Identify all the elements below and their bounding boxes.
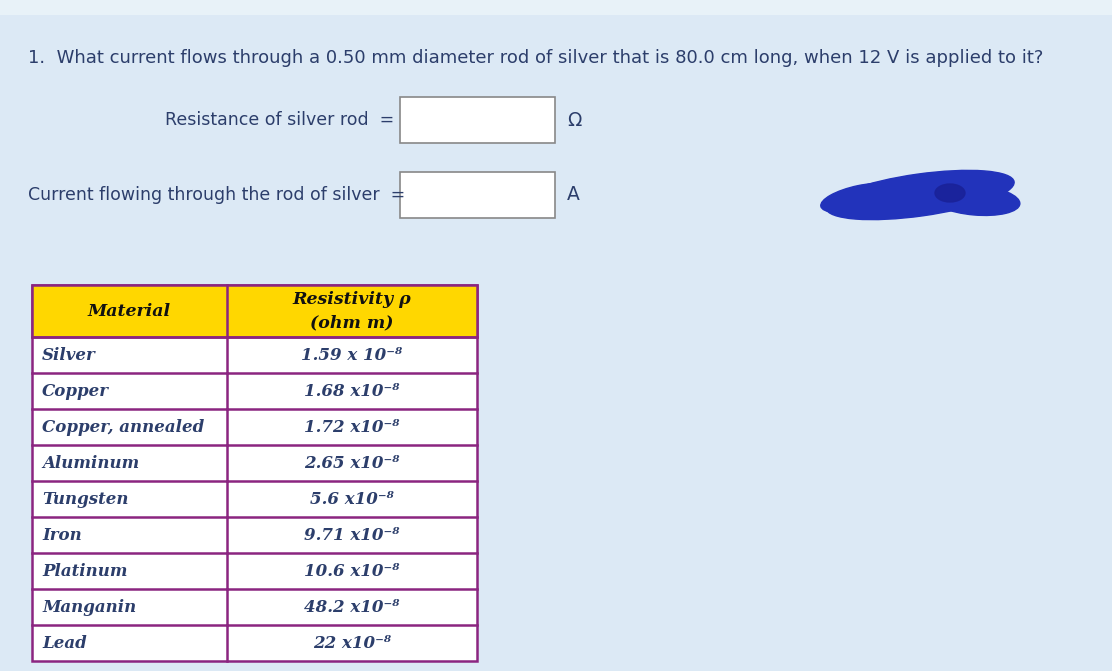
Text: Copper: Copper — [42, 382, 109, 399]
Text: 22 x10⁻⁸: 22 x10⁻⁸ — [312, 635, 391, 652]
Text: Platinum: Platinum — [42, 562, 128, 580]
Ellipse shape — [821, 183, 900, 213]
Bar — [227, 285, 477, 337]
Bar — [32, 285, 227, 337]
Bar — [0, 0, 1112, 15]
Text: Resistance of silver rod  =: Resistance of silver rod = — [165, 111, 395, 129]
Text: 1.  What current flows through a 0.50 mm diameter rod of silver that is 80.0 cm : 1. What current flows through a 0.50 mm … — [28, 49, 1043, 67]
Text: 5.6 x10⁻⁸: 5.6 x10⁻⁸ — [310, 491, 394, 507]
Ellipse shape — [935, 184, 965, 202]
Text: Material: Material — [88, 303, 171, 319]
Text: Ω: Ω — [567, 111, 582, 130]
Bar — [400, 97, 555, 143]
Text: Iron: Iron — [42, 527, 82, 544]
Text: Resistivity ρ
(ohm m): Resistivity ρ (ohm m) — [292, 291, 411, 331]
Ellipse shape — [826, 170, 1014, 219]
Text: Tungsten: Tungsten — [42, 491, 129, 507]
Text: Copper, annealed: Copper, annealed — [42, 419, 205, 435]
Text: 1.72 x10⁻⁸: 1.72 x10⁻⁸ — [305, 419, 399, 435]
Bar — [32, 285, 477, 661]
Text: 10.6 x10⁻⁸: 10.6 x10⁻⁸ — [305, 562, 399, 580]
Bar — [32, 285, 477, 661]
Text: Silver: Silver — [42, 346, 96, 364]
Text: A: A — [567, 185, 579, 205]
Text: Lead: Lead — [42, 635, 87, 652]
Text: 9.71 x10⁻⁸: 9.71 x10⁻⁸ — [305, 527, 399, 544]
Text: 1.59 x 10⁻⁸: 1.59 x 10⁻⁸ — [301, 346, 403, 364]
Text: Manganin: Manganin — [42, 599, 137, 615]
Bar — [400, 172, 555, 218]
Text: Aluminum: Aluminum — [42, 454, 139, 472]
Text: 2.65 x10⁻⁸: 2.65 x10⁻⁸ — [305, 454, 399, 472]
Text: Current flowing through the rod of silver  =: Current flowing through the rod of silve… — [28, 186, 405, 204]
Text: 1.68 x10⁻⁸: 1.68 x10⁻⁸ — [305, 382, 399, 399]
Bar — [32, 285, 477, 337]
Text: 48.2 x10⁻⁸: 48.2 x10⁻⁸ — [305, 599, 399, 615]
Ellipse shape — [930, 185, 1020, 215]
